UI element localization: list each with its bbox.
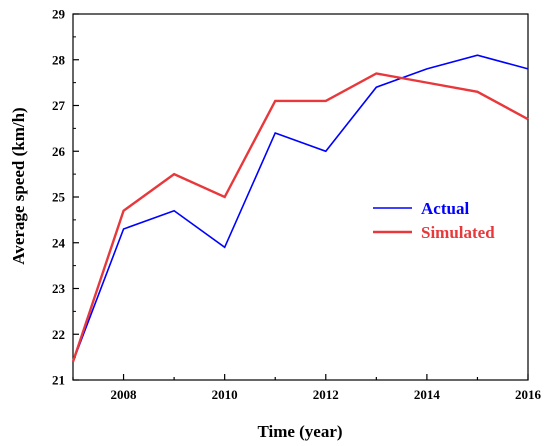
- y-axis-title: Average speed (km/h): [9, 107, 28, 264]
- y-tick-label-26: 26: [52, 144, 66, 159]
- x-tick-label-2016: 2016: [515, 387, 542, 402]
- x-tick-label-2012: 2012: [313, 387, 339, 402]
- y-tick-label-22: 22: [52, 327, 65, 342]
- y-tick-label-25: 25: [52, 190, 66, 205]
- x-axis-title: Time (year): [257, 422, 342, 441]
- legend-label-actual: Actual: [421, 199, 469, 218]
- x-tick-label-2010: 2010: [212, 387, 238, 402]
- y-tick-label-27: 27: [52, 98, 66, 113]
- y-tick-label-21: 21: [52, 373, 65, 388]
- x-tick-label-2008: 2008: [111, 387, 138, 402]
- series-line-actual: [72, 54, 529, 362]
- legend-label-simulated: Simulated: [421, 223, 495, 242]
- y-tick-label-29: 29: [52, 7, 66, 22]
- y-tick-label-28: 28: [52, 52, 66, 67]
- series-line-simulated: [71, 72, 529, 363]
- x-tick-label-2014: 2014: [414, 387, 441, 402]
- y-tick-label-23: 23: [52, 281, 66, 296]
- y-tick-label-24: 24: [52, 235, 66, 250]
- plot-area: 21 22 23 24 25 26 27 28 29 2008 2010 2012 2014 2016 Ac…: [52, 7, 542, 403]
